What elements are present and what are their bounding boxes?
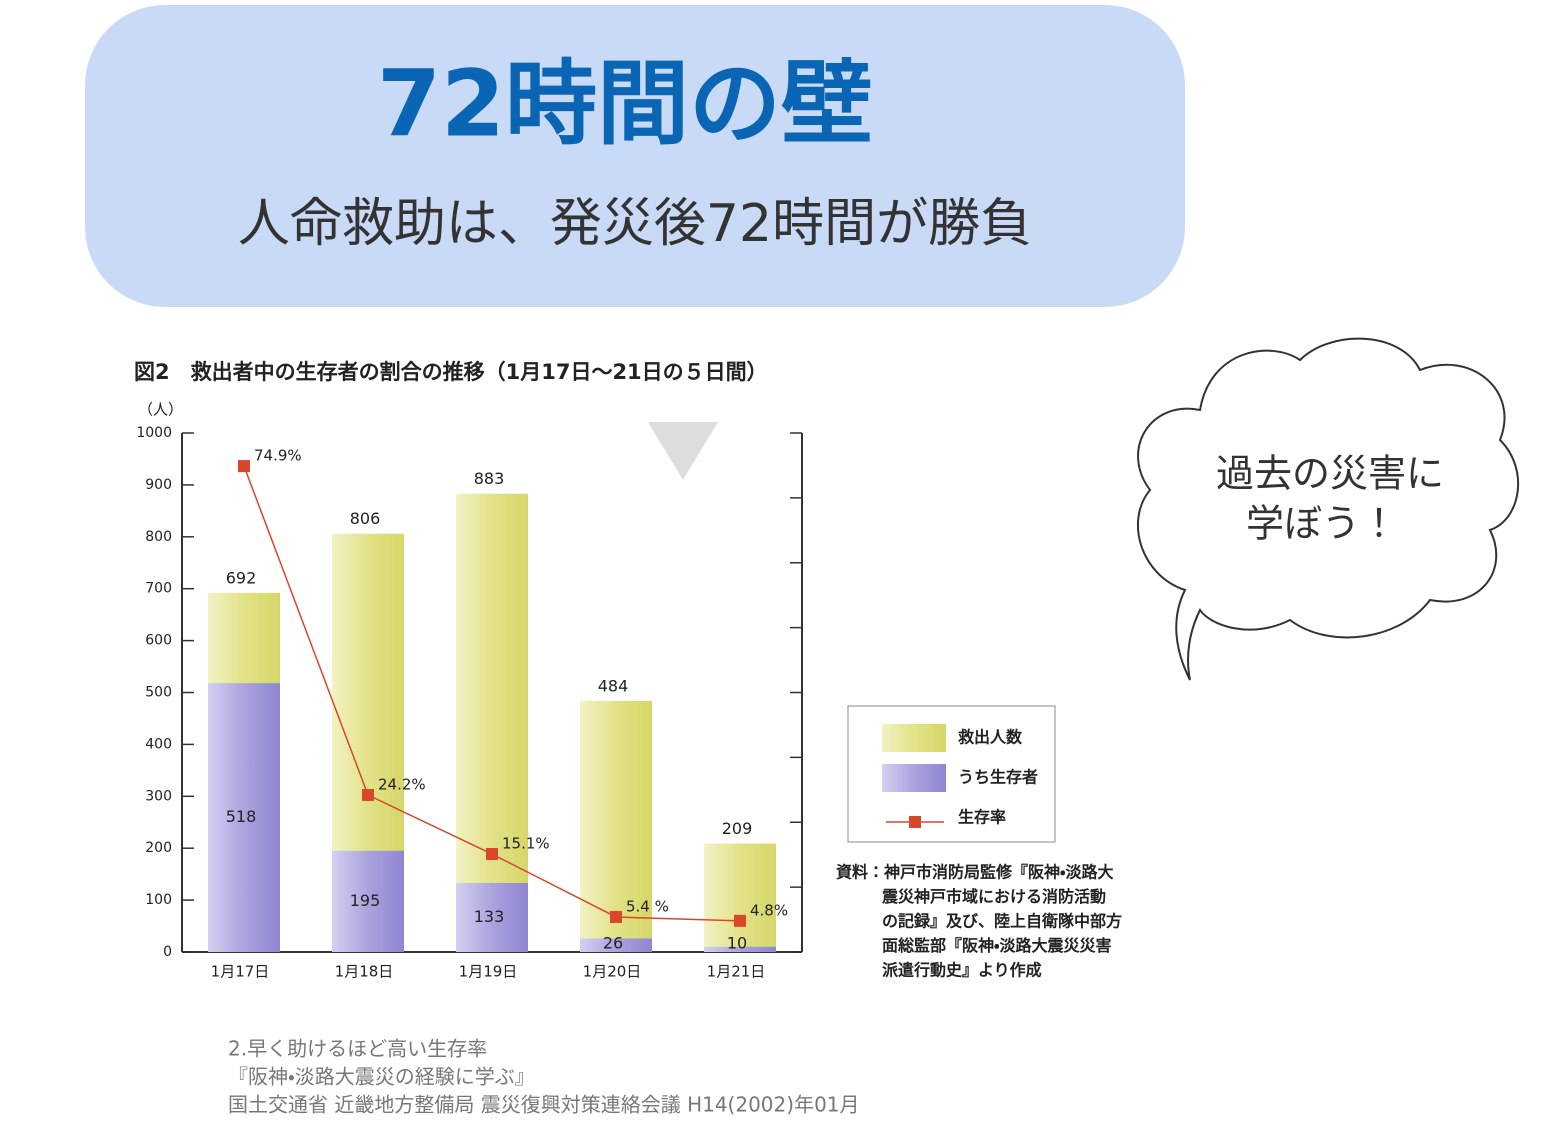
legend-swatch bbox=[882, 724, 946, 752]
value-label: 518 bbox=[226, 807, 257, 826]
bar bbox=[456, 882, 528, 952]
value-label: 484 bbox=[598, 676, 629, 695]
title: 72時間の壁 bbox=[377, 50, 873, 157]
bar bbox=[704, 843, 776, 952]
y-tick-label: 1000 bbox=[136, 425, 172, 441]
value-label: 209 bbox=[722, 819, 753, 838]
y-tick-label: 600 bbox=[145, 633, 172, 649]
y-axis-label: （人） bbox=[138, 401, 183, 419]
bar bbox=[332, 850, 404, 952]
x-tick-label: 1月19日 bbox=[459, 963, 518, 981]
rate-marker bbox=[362, 789, 374, 802]
bar bbox=[580, 700, 652, 952]
x-tick-label: 1月17日 bbox=[211, 963, 270, 981]
source-text: の記録』及び、陸上自衛隊中部方 bbox=[882, 912, 1122, 931]
legend-label: 生存率 bbox=[958, 808, 1006, 827]
footer-text: 『阪神・淡路大震災の経験に学ぶ』 bbox=[228, 1065, 535, 1089]
y-tick-label: 500 bbox=[145, 685, 172, 701]
y-tick-label: 300 bbox=[145, 788, 172, 804]
rate-label: 4.8% bbox=[750, 901, 788, 919]
y-tick-label: 100 bbox=[145, 892, 172, 908]
source-text: 震災神戸市域における消防活動 bbox=[882, 887, 1106, 906]
chart-title: 図2 救出者中の生存者の割合の推移（1月17日～21日の５日間） bbox=[134, 360, 768, 384]
bar bbox=[208, 683, 280, 952]
legend-label: うち生存者 bbox=[958, 768, 1038, 787]
rate-marker bbox=[734, 914, 746, 927]
footer-text: 2.早く助けるほど高い生存率 bbox=[228, 1037, 487, 1061]
source-text: 派遣行動史』より作成 bbox=[882, 961, 1042, 980]
y-tick-label: 800 bbox=[145, 529, 172, 545]
rate-label: 5.4 % bbox=[626, 897, 669, 915]
decor-triangle bbox=[648, 422, 718, 480]
y-tick-label: 700 bbox=[145, 581, 172, 597]
legend-box bbox=[847, 705, 1056, 843]
legend-marker bbox=[909, 816, 921, 828]
y-tick-label: 400 bbox=[145, 736, 172, 752]
x-tick-label: 1月20日 bbox=[583, 963, 642, 981]
legend-label: 救出人数 bbox=[958, 728, 1023, 747]
subtitle: 人命救助は、発災後72時間が勝負 bbox=[238, 194, 1032, 254]
footer-text: 国土交通省 近畿地方整備局 震災復興対策連絡会議 H14(2002)年01月 bbox=[228, 1093, 860, 1117]
speech-cloud bbox=[1136, 337, 1520, 681]
source-text: 面総監部『阪神・淡路大震災災害 bbox=[882, 936, 1111, 955]
header-panel bbox=[85, 5, 1185, 307]
value-label: 195 bbox=[350, 891, 381, 910]
value-label: 806 bbox=[350, 509, 381, 528]
bar bbox=[456, 493, 528, 952]
bar bbox=[704, 946, 776, 952]
y-tick-label: 900 bbox=[145, 477, 172, 493]
rate-label: 24.2% bbox=[378, 776, 426, 794]
rate-label: 15.1% bbox=[502, 835, 550, 853]
legend-swatch bbox=[882, 764, 946, 792]
rate-marker bbox=[610, 910, 622, 923]
x-tick-label: 1月18日 bbox=[335, 963, 394, 981]
value-label: 883 bbox=[474, 469, 505, 488]
value-label: 133 bbox=[474, 907, 505, 926]
value-label: 692 bbox=[226, 568, 257, 587]
rate-marker bbox=[486, 848, 498, 861]
bar bbox=[580, 938, 652, 952]
rate-marker bbox=[238, 460, 250, 473]
x-tick-label: 1月21日 bbox=[707, 963, 766, 981]
bubble-text: 学ぼう！ bbox=[1246, 502, 1398, 546]
y-tick-label: 200 bbox=[145, 840, 172, 856]
bubble-text: 過去の災害に bbox=[1216, 452, 1444, 496]
rate-label: 74.9% bbox=[254, 447, 302, 465]
source-text: 資料：神戸市消防局監修『阪神・淡路大 bbox=[836, 863, 1113, 882]
value-label: 10 bbox=[727, 934, 747, 953]
value-label: 26 bbox=[603, 934, 623, 953]
y-tick-label: 0 bbox=[163, 944, 172, 960]
